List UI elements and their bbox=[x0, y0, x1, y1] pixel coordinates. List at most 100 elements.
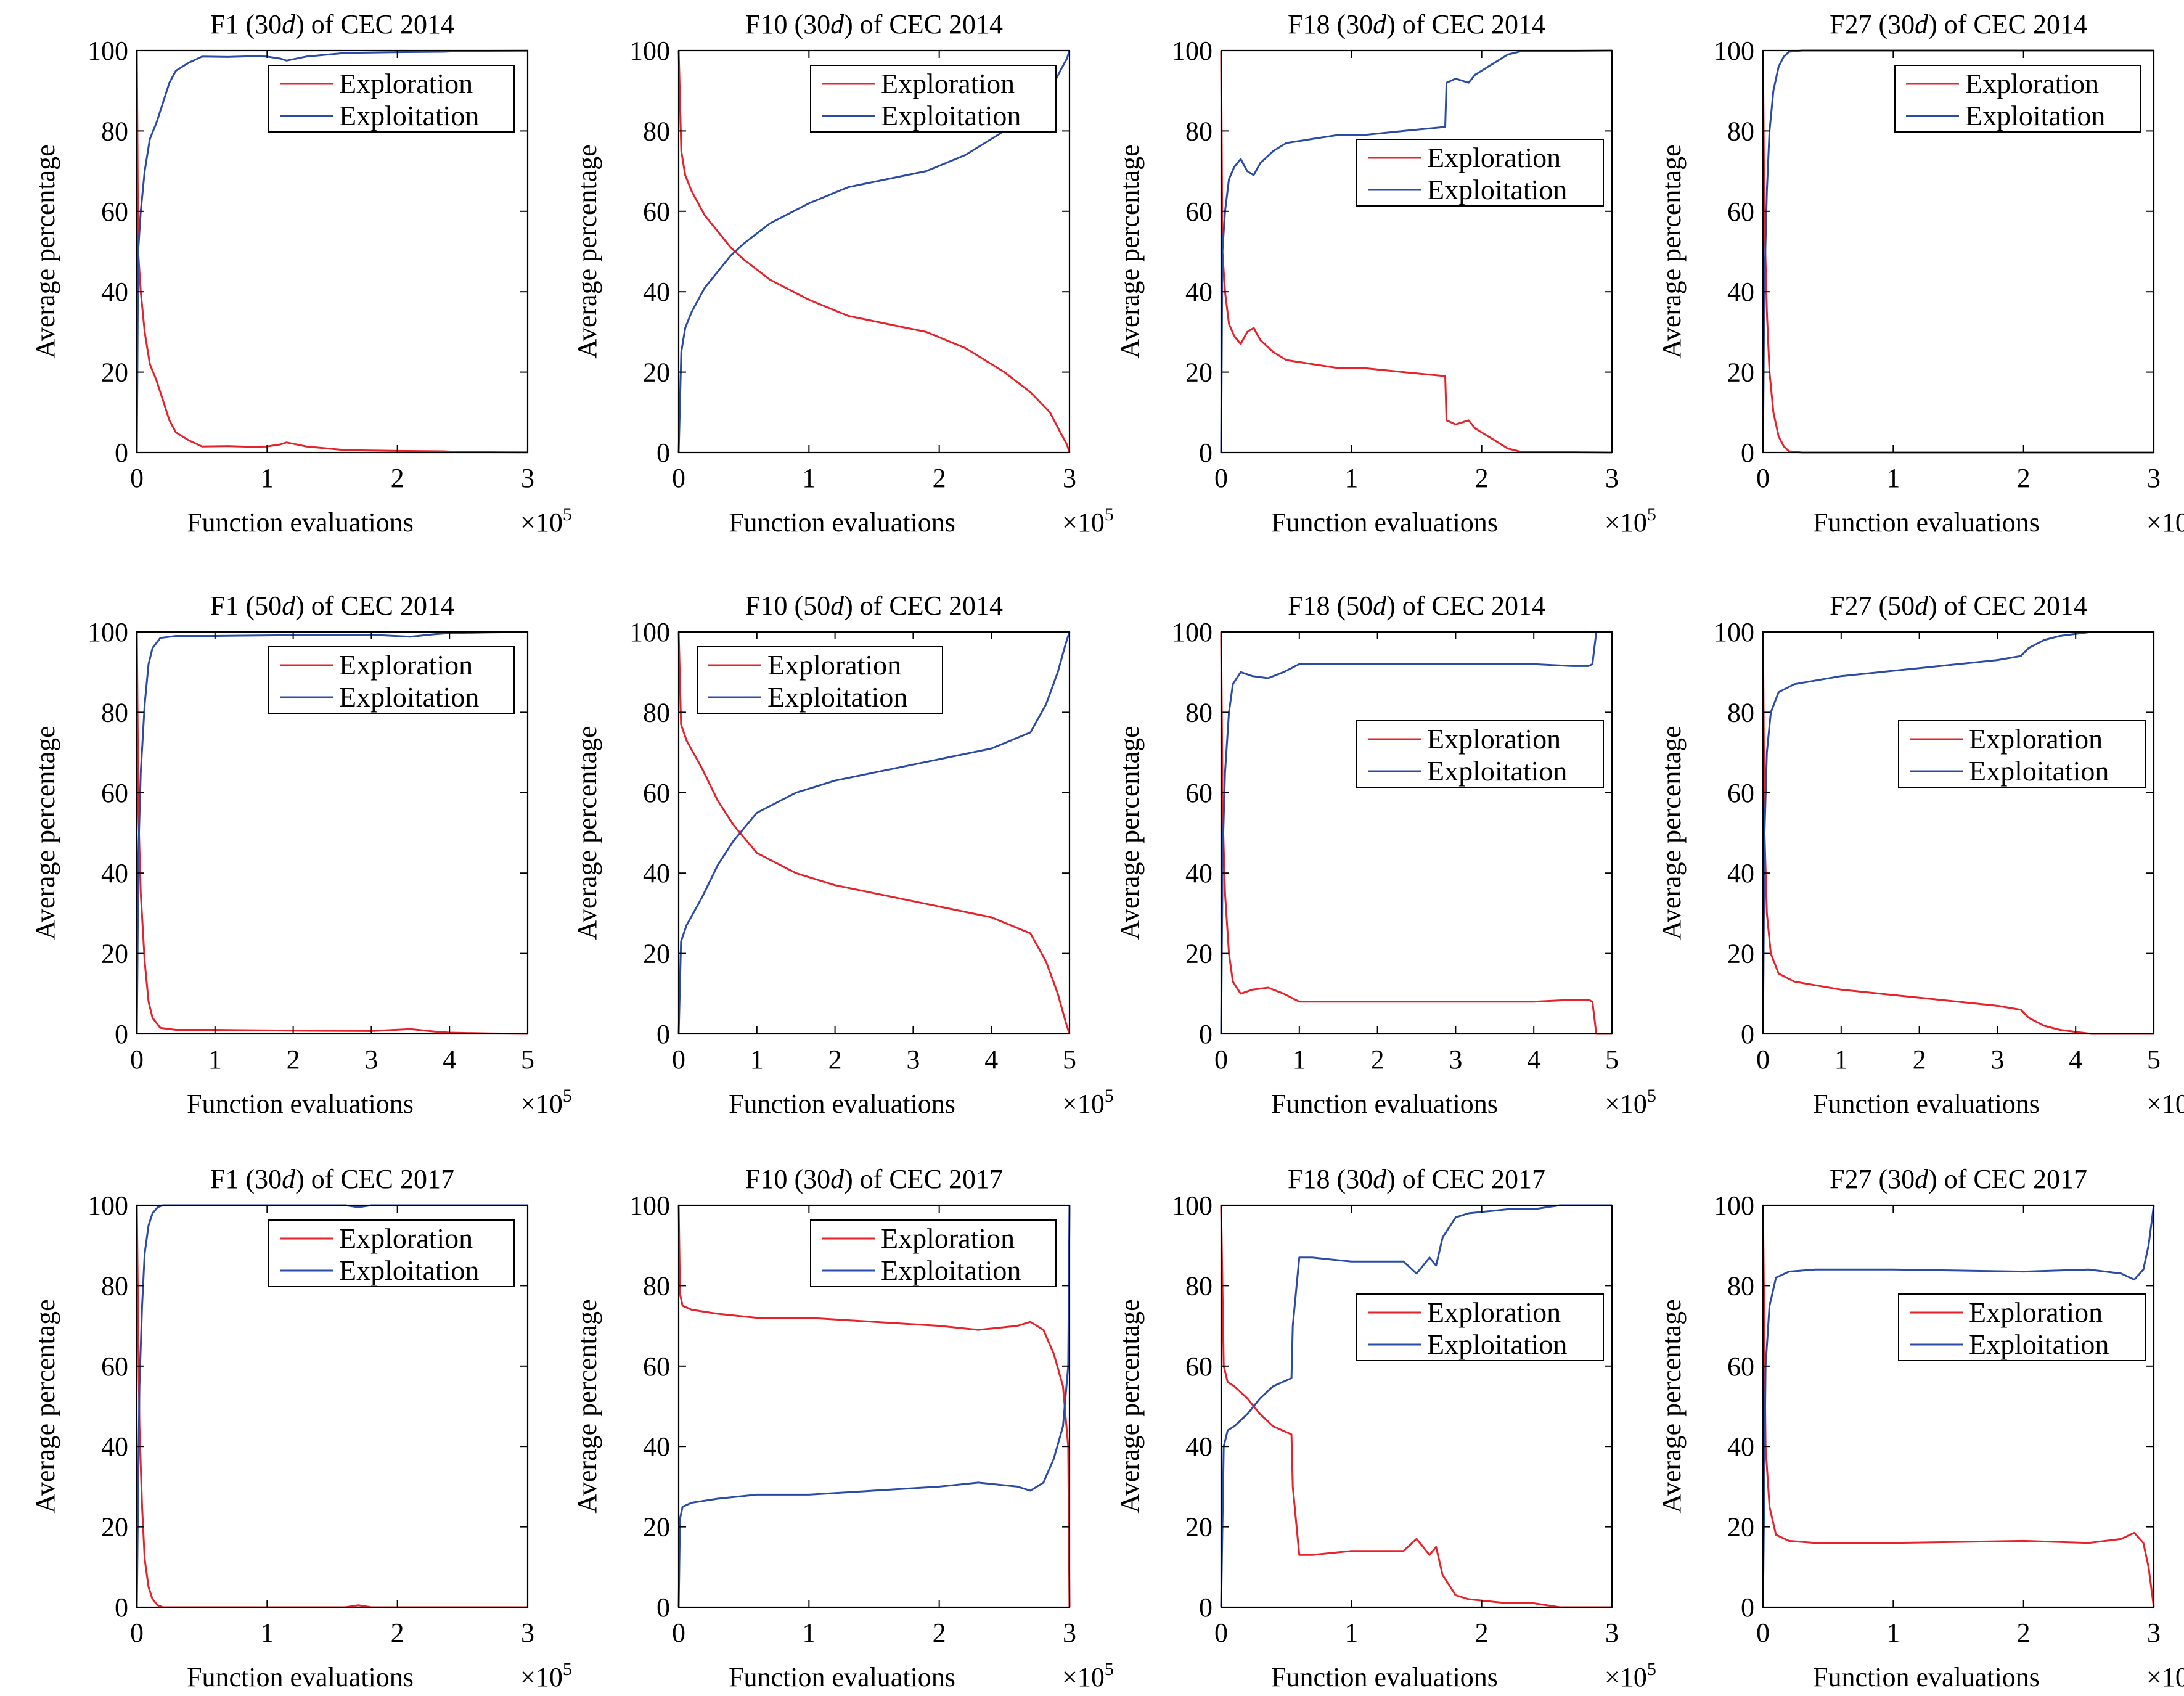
x-tick-label: 3 bbox=[1063, 463, 1076, 493]
chart-title-prefix: F10 (30 bbox=[745, 9, 830, 39]
chart-title-suffix: ) of CEC 2014 bbox=[1386, 9, 1545, 39]
chart-title-prefix: F1 (30 bbox=[210, 9, 282, 39]
x-scale-factor: ×105 bbox=[520, 1086, 572, 1119]
legend-label-exploration: Exploration bbox=[1427, 1297, 1561, 1328]
x-scale-base: ×10 bbox=[2146, 1089, 2184, 1119]
x-tick-label: 2 bbox=[391, 1618, 404, 1648]
chart-panel: F18 (50d) of CEC 2014 0 20 40 60 80 100 0 1 2 3 4 5 A… bbox=[1114, 591, 1656, 1119]
legend-label-exploration: Exploration bbox=[1969, 723, 2103, 755]
x-tick-label: 4 bbox=[1527, 1044, 1540, 1075]
y-tick-label: 0 bbox=[1199, 1019, 1213, 1049]
legend-box bbox=[1356, 1293, 1604, 1361]
legend-label-exploitation: Exploitation bbox=[339, 1255, 479, 1286]
chart-title: F18 (50d) of CEC 2014 bbox=[1288, 591, 1545, 621]
x-scale-base: ×10 bbox=[520, 1089, 563, 1119]
legend-box bbox=[1356, 139, 1604, 207]
x-tick-label: 0 bbox=[1214, 1044, 1228, 1075]
chart-title: F1 (30d) of CEC 2014 bbox=[210, 9, 454, 39]
legend-label-exploration: Exploration bbox=[1427, 142, 1561, 173]
chart-title-prefix: F27 (50 bbox=[1830, 591, 1915, 621]
chart-title-italic: d bbox=[830, 1164, 845, 1194]
x-tick-label: 1 bbox=[260, 1618, 274, 1648]
y-axis-label: Average percentage bbox=[1656, 726, 1687, 940]
x-scale-exponent: 5 bbox=[1105, 504, 1114, 525]
chart-title: F27 (50d) of CEC 2014 bbox=[1830, 591, 2087, 621]
x-scale-base: ×10 bbox=[1605, 1662, 1647, 1692]
y-tick-label: 0 bbox=[656, 438, 670, 468]
legend-label-exploration: Exploration bbox=[767, 649, 901, 681]
x-axis-label: Function evaluations bbox=[729, 507, 955, 538]
legend-label-exploration: Exploration bbox=[1965, 68, 2099, 99]
series-line-exploration bbox=[677, 631, 1071, 1034]
x-scale-factor: ×105 bbox=[1605, 504, 1656, 538]
axes-frame bbox=[1220, 49, 1613, 454]
y-tick-label: 40 bbox=[1185, 277, 1213, 307]
chart-title-prefix: F1 (50 bbox=[210, 591, 282, 621]
y-tick-label: 0 bbox=[1199, 438, 1213, 468]
chart-title-suffix: ) of CEC 2014 bbox=[295, 591, 454, 621]
chart-panel: F10 (30d) of CEC 2014 0 20 40 60 80 100 0 1 2 3 Ave… bbox=[572, 9, 1114, 538]
legend-box bbox=[268, 646, 515, 714]
chart-title: F27 (30d) of CEC 2017 bbox=[1830, 1164, 2087, 1194]
legend-box bbox=[697, 646, 943, 714]
y-tick-label: 60 bbox=[1727, 1351, 1754, 1382]
y-tick-label: 80 bbox=[643, 116, 670, 146]
chart-title: F10 (50d) of CEC 2014 bbox=[745, 591, 1003, 621]
x-tick-label: 1 bbox=[260, 463, 274, 493]
chart-panel: F27 (30d) of CEC 2017 0 20 40 60 80 100 0 1 2 3 Ave… bbox=[1656, 1164, 2184, 1692]
x-scale-exponent: 5 bbox=[1647, 1659, 1656, 1679]
x-tick-label: 3 bbox=[1063, 1618, 1076, 1648]
y-tick-label: 40 bbox=[1727, 1432, 1754, 1462]
y-tick-label: 0 bbox=[115, 1592, 128, 1623]
chart-title-suffix: ) of CEC 2014 bbox=[1928, 591, 2087, 621]
legend-box bbox=[268, 1219, 515, 1287]
y-axis-label: Average percentage bbox=[1114, 726, 1145, 940]
y-axis-label: Average percentage bbox=[572, 1299, 602, 1513]
x-tick-label: 1 bbox=[1886, 463, 1900, 493]
x-scale-exponent: 5 bbox=[563, 1086, 572, 1106]
x-scale-factor: ×105 bbox=[2146, 1086, 2184, 1119]
x-tick-label: 3 bbox=[364, 1044, 378, 1075]
x-tick-label: 0 bbox=[1756, 1618, 1770, 1648]
x-tick-label: 2 bbox=[1371, 1044, 1384, 1075]
y-tick-label: 40 bbox=[1727, 277, 1754, 307]
series-line-exploration bbox=[1762, 1205, 2155, 1608]
y-tick-label: 0 bbox=[656, 1592, 670, 1623]
y-tick-label: 60 bbox=[1727, 778, 1754, 808]
x-tick-label: 2 bbox=[1475, 463, 1489, 493]
y-tick-label: 80 bbox=[101, 116, 128, 146]
series-line-exploitation bbox=[677, 631, 1071, 1034]
axes-frame bbox=[1762, 631, 2155, 1035]
legend-label-exploitation: Exploitation bbox=[339, 681, 479, 713]
y-axis-label: Average percentage bbox=[572, 726, 602, 940]
y-tick-label: 40 bbox=[1185, 1432, 1213, 1462]
chart-title-prefix: F18 (30 bbox=[1288, 9, 1373, 39]
x-tick-label: 0 bbox=[672, 463, 685, 493]
x-scale-base: ×10 bbox=[1062, 1662, 1105, 1692]
chart-title-suffix: ) of CEC 2017 bbox=[295, 1164, 454, 1194]
x-axis-label: Function evaluations bbox=[1271, 507, 1498, 538]
y-tick-label: 40 bbox=[1727, 858, 1754, 888]
chart-title-italic: d bbox=[830, 9, 845, 39]
y-tick-label: 60 bbox=[1185, 1351, 1213, 1382]
y-tick-label: 100 bbox=[1172, 1190, 1213, 1221]
y-axis-label: Average percentage bbox=[30, 1299, 60, 1513]
series-line-exploration bbox=[136, 50, 528, 454]
y-tick-label: 0 bbox=[1199, 1592, 1213, 1623]
legend-box bbox=[268, 65, 515, 133]
series-line-exploration bbox=[136, 1205, 528, 1608]
x-tick-label: 3 bbox=[906, 1044, 920, 1075]
y-tick-label: 0 bbox=[1741, 438, 1754, 468]
y-tick-label: 40 bbox=[643, 277, 670, 307]
series-line-exploration bbox=[1220, 50, 1613, 454]
x-scale-exponent: 5 bbox=[563, 1659, 572, 1679]
x-tick-label: 0 bbox=[130, 463, 144, 493]
x-tick-label: 0 bbox=[1756, 463, 1770, 493]
series-line-exploration bbox=[677, 50, 1071, 453]
chart-panel: F18 (30d) of CEC 2017 0 20 40 60 80 100 0 1 2 3 Ave… bbox=[1114, 1164, 1656, 1692]
